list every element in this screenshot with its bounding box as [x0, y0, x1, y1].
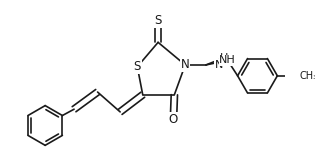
Text: O: O — [169, 113, 178, 126]
Text: N: N — [215, 60, 223, 70]
Text: S: S — [134, 60, 141, 73]
Text: S: S — [154, 14, 162, 27]
Text: CH₃: CH₃ — [300, 71, 315, 81]
Text: H: H — [220, 53, 228, 63]
Text: N: N — [181, 58, 190, 71]
Text: NH: NH — [219, 55, 236, 65]
